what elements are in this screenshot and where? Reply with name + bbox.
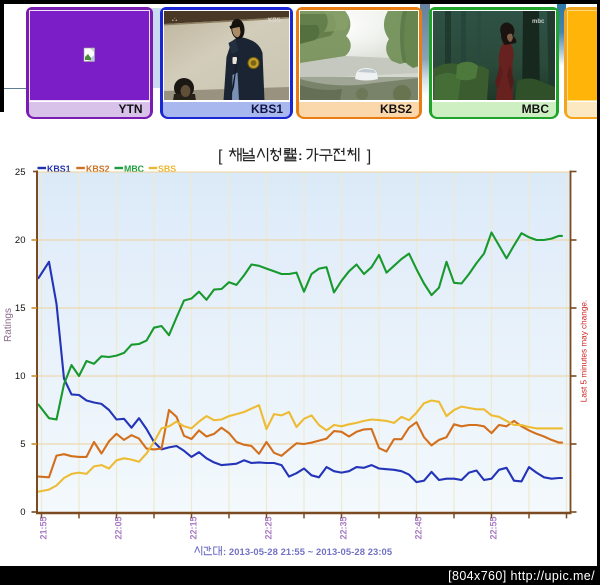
- svg-text::: :: [298, 148, 302, 163]
- svg-text:22:55: 22:55: [489, 517, 499, 540]
- svg-text:]: ]: [367, 148, 371, 165]
- svg-text:mbc: mbc: [532, 19, 545, 25]
- svg-text:0: 0: [20, 507, 25, 518]
- svg-text:22:35: 22:35: [339, 517, 349, 540]
- svg-text:22:45: 22:45: [414, 517, 424, 540]
- svg-text:Ratings: Ratings: [3, 308, 14, 342]
- svg-text:•ˇ•: •ˇ•: [172, 18, 177, 24]
- svg-text:KBS2: KBS2: [86, 164, 110, 174]
- svg-text:SBS: SBS: [158, 164, 176, 174]
- svg-text:[: [: [218, 148, 223, 165]
- svg-text:22:05: 22:05: [114, 517, 124, 540]
- svg-text:22:15: 22:15: [189, 517, 199, 540]
- svg-text:: 2013-05-28 21:55 ~ 2013-05-2: : 2013-05-28 21:55 ~ 2013-05-28 23:05: [223, 546, 392, 557]
- svg-text:KBS: KBS: [268, 18, 281, 24]
- svg-text:5: 5: [20, 439, 25, 450]
- svg-text:10: 10: [15, 371, 26, 382]
- svg-text:Last 5 minutes may change.: Last 5 minutes may change.: [580, 300, 589, 402]
- svg-text:20: 20: [15, 235, 26, 246]
- svg-text:15: 15: [15, 303, 26, 314]
- svg-text:25: 25: [15, 167, 26, 178]
- svg-text:22:25: 22:25: [264, 517, 274, 540]
- svg-text:MBC: MBC: [124, 164, 145, 174]
- svg-text:21:55: 21:55: [39, 517, 49, 540]
- svg-text:KBS1: KBS1: [47, 164, 71, 174]
